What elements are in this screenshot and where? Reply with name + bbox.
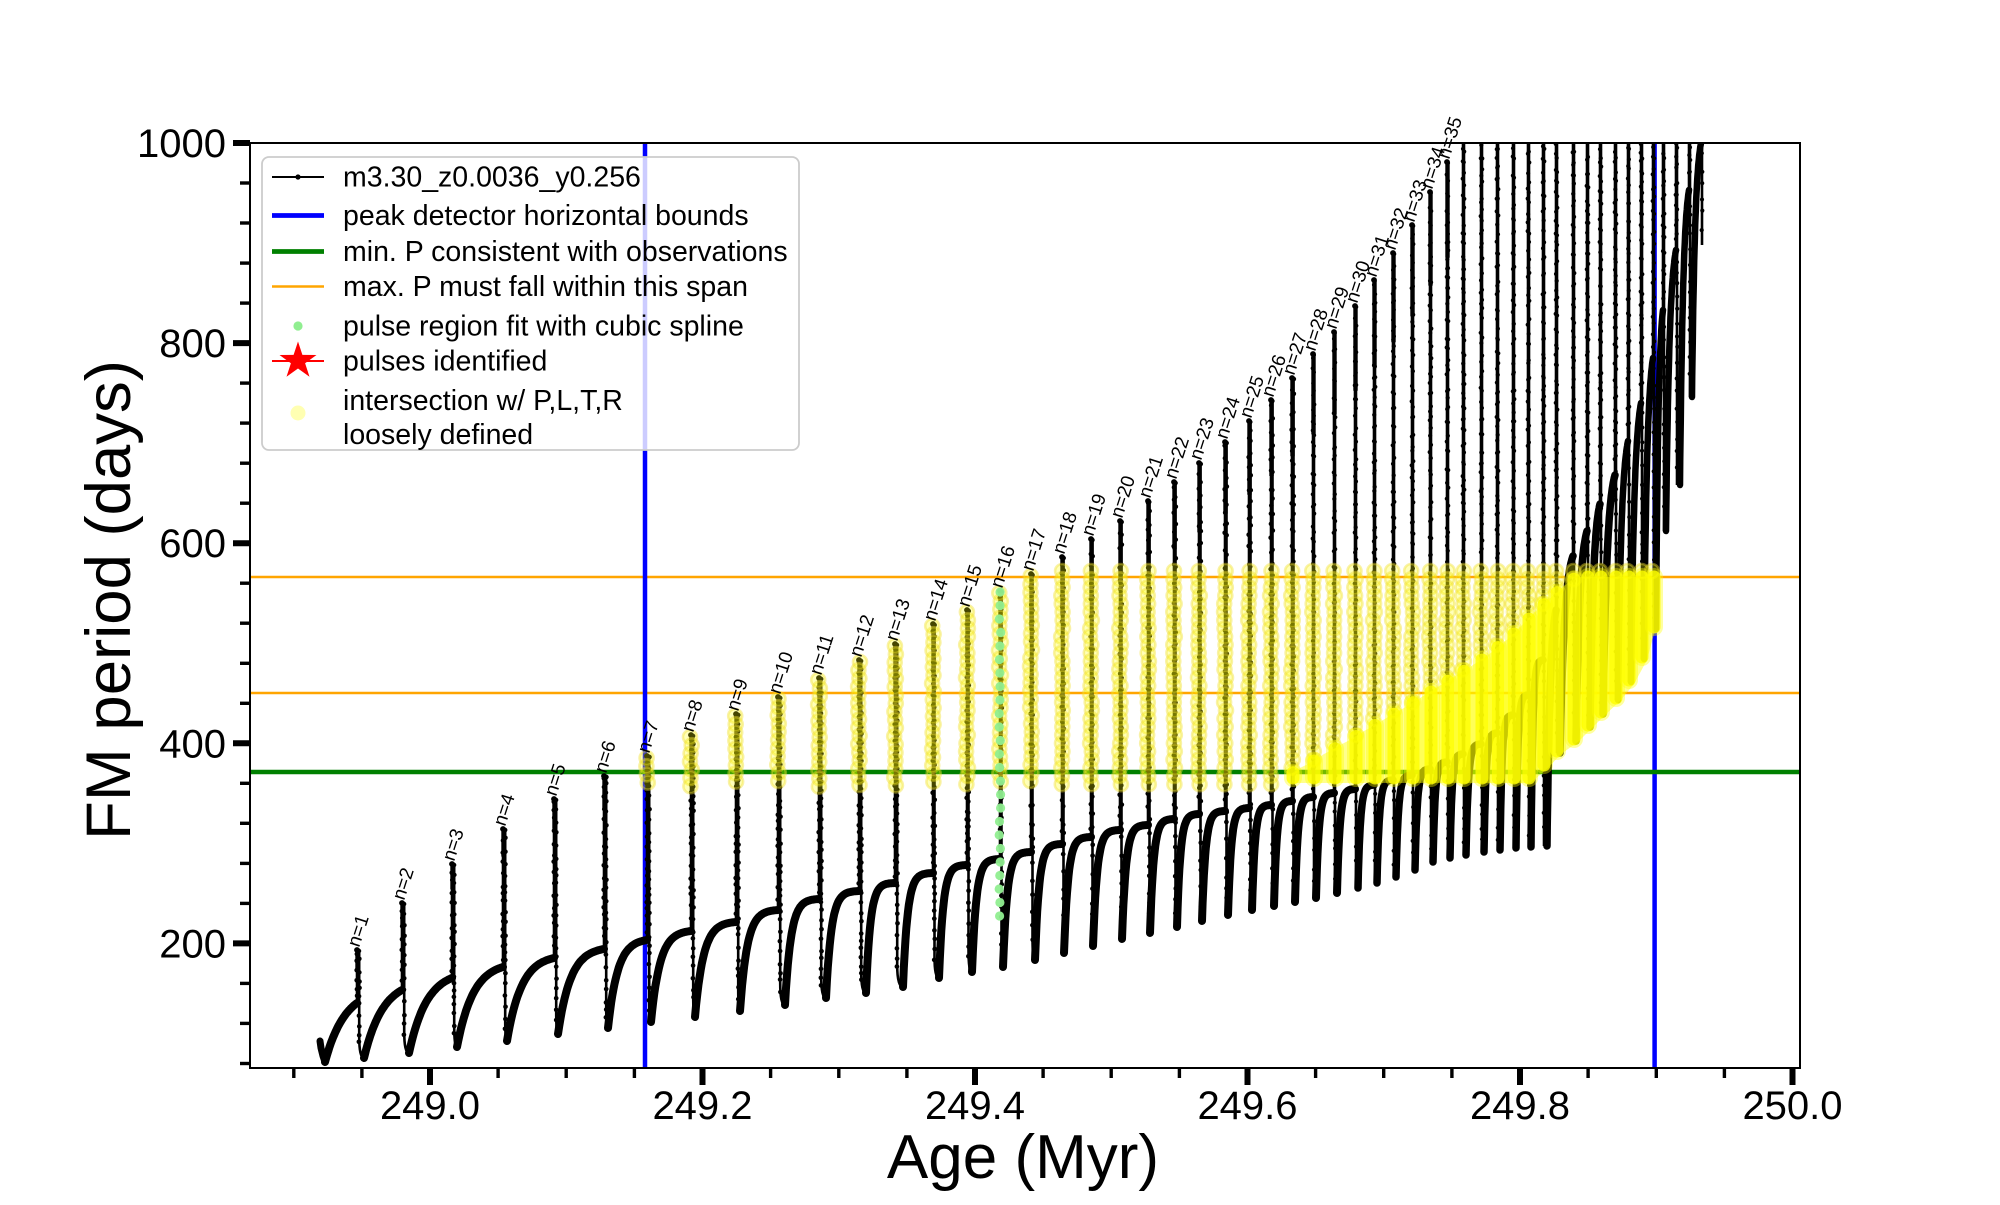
svg-text:peak detector horizontal bound: peak detector horizontal bounds [343, 200, 749, 232]
svg-text:800: 800 [159, 322, 226, 366]
svg-text:FM period (days): FM period (days) [74, 360, 144, 840]
svg-text:1000: 1000 [137, 122, 226, 166]
svg-text:max. P must fall within this s: max. P must fall within this span [343, 271, 748, 303]
svg-text:400: 400 [159, 722, 226, 766]
svg-text:intersection w/ P,L,T,R: intersection w/ P,L,T,R [343, 385, 623, 417]
svg-text:pulse region fit with cubic sp: pulse region fit with cubic spline [343, 311, 744, 343]
svg-text:min. P consistent with observa: min. P consistent with observations [343, 236, 788, 268]
svg-text:600: 600 [159, 522, 226, 566]
svg-text:Age (Myr): Age (Myr) [887, 1123, 1159, 1192]
svg-text:loosely defined: loosely defined [343, 419, 533, 451]
svg-text:249.4: 249.4 [925, 1084, 1025, 1128]
svg-text:249.2: 249.2 [652, 1084, 752, 1128]
svg-text:250.0: 250.0 [1742, 1084, 1842, 1128]
svg-text:pulses identified: pulses identified [343, 346, 547, 378]
svg-text:m3.30_z0.0036_y0.256: m3.30_z0.0036_y0.256 [343, 162, 641, 194]
svg-text:249.0: 249.0 [380, 1084, 480, 1128]
svg-text:200: 200 [159, 922, 226, 966]
svg-text:249.8: 249.8 [1470, 1084, 1570, 1128]
svg-text:249.6: 249.6 [1197, 1084, 1297, 1128]
